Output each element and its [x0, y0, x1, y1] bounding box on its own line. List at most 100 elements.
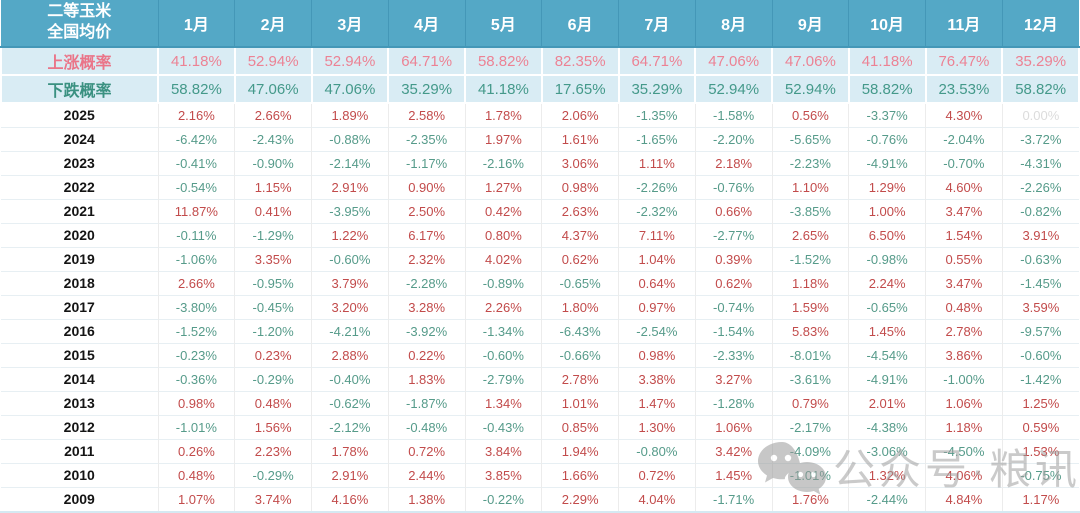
year-row-2009: 2009 1.07% 3.74% 4.16% 1.38% -0.22% 2.29% 4.04%… [1, 486, 1079, 511]
corner-header: 二等玉米 全国均价 [1, 0, 158, 48]
value-cell: -3.85% [771, 198, 849, 223]
value-cell: 7.11% [618, 222, 696, 247]
value-cell: 4.30% [925, 102, 1003, 127]
probability-cell: 35.29% [387, 74, 466, 104]
value-cell: -2.26% [1001, 174, 1079, 199]
fall-probability-row: 下跌概率 58.82% 47.06% 47.06% 35.29% 41.18% 17.65%… [0, 74, 1080, 104]
value-cell: 3.79% [311, 270, 389, 295]
value-cell: 1.15% [234, 174, 312, 199]
value-cell: 1.22% [311, 222, 389, 247]
probability-cell: 52.94% [694, 74, 773, 104]
value-cell: -0.65% [848, 294, 926, 319]
value-cell: -1.54% [694, 318, 772, 343]
value-cell: 0.39% [694, 246, 772, 271]
rise-probability-row: 上涨概率 41.18% 52.94% 52.94% 64.71% 58.82% 82.35%… [0, 46, 1080, 76]
probability-cell: 23.53% [924, 74, 1004, 104]
value-cell: -2.77% [694, 222, 772, 247]
value-cell: 2.78% [541, 366, 619, 391]
value-cell: -0.60% [311, 246, 389, 271]
value-cell: 4.84% [925, 486, 1003, 511]
value-cell: 1.34% [464, 390, 542, 415]
value-cell: 1.04% [618, 246, 696, 271]
value-cell: -3.92% [387, 318, 465, 343]
value-cell: -2.16% [464, 150, 542, 175]
value-cell: -0.74% [694, 294, 772, 319]
value-cell: -2.33% [694, 342, 772, 367]
probability-cell: 41.18% [464, 74, 543, 104]
value-cell: 1.47% [618, 390, 696, 415]
value-cell: -2.32% [618, 198, 696, 223]
value-cell: 3.86% [925, 342, 1003, 367]
probability-cell: 58.82% [1001, 74, 1080, 104]
value-cell: -3.72% [1001, 126, 1079, 151]
year-row-2017: 2017 -3.80% -0.45% 3.20% 3.28% 2.26% 1.80% 0.97… [1, 294, 1079, 319]
value-cell: 1.06% [925, 390, 1003, 415]
value-cell: 1.97% [464, 126, 542, 151]
year-label: 2013 [1, 390, 158, 415]
value-cell: -0.36% [157, 366, 235, 391]
value-cell: 2.65% [771, 222, 849, 247]
month-header-9: 9月 [771, 0, 849, 48]
probability-cell: 82.35% [540, 46, 620, 76]
value-cell: 1.25% [1001, 390, 1079, 415]
value-cell: 0.80% [464, 222, 542, 247]
probability-cell: 47.06% [233, 74, 313, 104]
year-row-2012: 2012 -1.01% 1.56% -2.12% -0.48% -0.43% 0.85% 1.… [1, 414, 1079, 439]
value-cell: -0.11% [157, 222, 235, 247]
probability-cell: 64.71% [387, 46, 466, 76]
value-cell: -2.04% [925, 126, 1003, 151]
value-cell: -0.41% [157, 150, 235, 175]
value-cell: 1.45% [694, 462, 772, 487]
value-cell: 1.00% [848, 198, 926, 223]
year-label: 2024 [1, 126, 158, 151]
value-cell: 2.06% [541, 102, 619, 127]
value-cell: -6.43% [541, 318, 619, 343]
year-label: 2018 [1, 270, 158, 295]
value-cell: -0.62% [311, 390, 389, 415]
value-cell: -4.54% [848, 342, 926, 367]
value-cell: 2.44% [387, 462, 465, 487]
value-cell: -4.09% [771, 438, 849, 463]
probability-cell: 76.47% [924, 46, 1004, 76]
month-header-12: 12月 [1001, 0, 1079, 48]
value-cell: -2.26% [618, 174, 696, 199]
value-cell: -4.31% [1001, 150, 1079, 175]
value-cell: 2.26% [464, 294, 542, 319]
value-cell: 0.98% [157, 390, 235, 415]
probability-cell: 58.82% [157, 74, 236, 104]
header-row: 二等玉米 全国均价 1月 2月 3月 4月 5月 6月 7月 8月 9月 10月 11月 12月 [1, 0, 1079, 48]
value-cell: -0.90% [234, 150, 312, 175]
value-cell: 2.32% [387, 246, 465, 271]
value-cell: 1.66% [541, 462, 619, 487]
year-label: 2025 [1, 102, 158, 127]
value-cell: -3.80% [157, 294, 235, 319]
value-cell: -1.00% [925, 366, 1003, 391]
value-cell: -1.28% [694, 390, 772, 415]
value-cell: -2.43% [234, 126, 312, 151]
value-cell: -0.60% [464, 342, 542, 367]
value-cell: -4.21% [311, 318, 389, 343]
value-cell: 0.98% [618, 342, 696, 367]
probability-cell: 58.82% [847, 74, 927, 104]
value-cell: -0.22% [464, 486, 542, 511]
year-label: 2021 [1, 198, 158, 223]
value-cell: -1.45% [1001, 270, 1079, 295]
year-row-2018: 2018 2.66% -0.95% 3.79% -2.28% -0.89% -0.65% 0.… [1, 270, 1079, 295]
probability-cell: 47.06% [694, 46, 773, 76]
value-cell: -8.01% [771, 342, 849, 367]
month-header-6: 6月 [541, 0, 619, 48]
probability-cell: 41.18% [157, 46, 236, 76]
probability-cell: 17.65% [540, 74, 620, 104]
year-label: 2012 [1, 414, 158, 439]
value-cell: 1.18% [771, 270, 849, 295]
value-cell: -3.61% [771, 366, 849, 391]
value-cell: 0.42% [464, 198, 542, 223]
value-cell: 2.88% [311, 342, 389, 367]
value-cell: -0.29% [234, 462, 312, 487]
value-cell: -0.89% [464, 270, 542, 295]
value-cell: -0.29% [234, 366, 312, 391]
value-cell: 0.22% [387, 342, 465, 367]
value-cell: 1.32% [848, 462, 926, 487]
value-cell: 1.07% [157, 486, 235, 511]
